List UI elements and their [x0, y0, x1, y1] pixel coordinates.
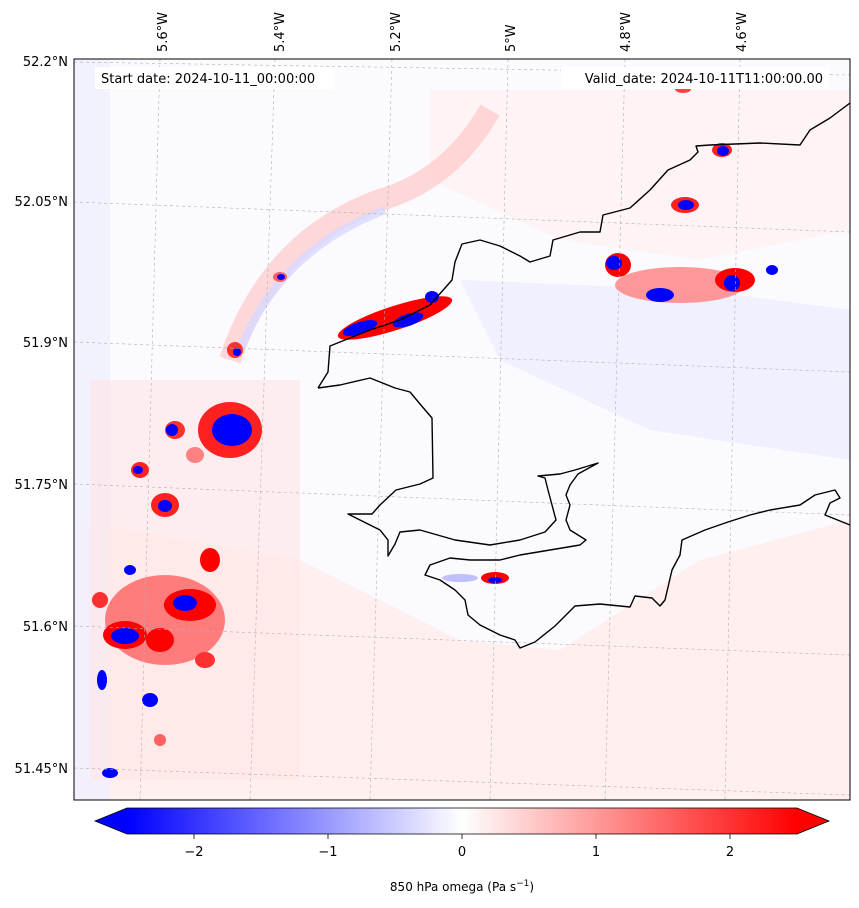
colorbar: −2 −1 0 1 2 850 hPa omega (Pa s−1) — [93, 807, 831, 894]
lon-label: 5.6°W — [156, 12, 171, 52]
lat-label: 51.45°N — [15, 762, 68, 777]
start-date-box: Start date: 2024-10-11_00:00:00 — [95, 67, 335, 89]
lat-label: 51.6°N — [23, 620, 68, 635]
colorbar-tick-label: −2 — [184, 845, 203, 860]
map-frame — [73, 58, 851, 801]
longitude-labels: 5.6°W 5.4°W 5.2°W 5°W 4.8°W 4.6°W — [156, 12, 750, 52]
lon-label: 4.8°W — [619, 12, 634, 52]
omega-convective-cells — [92, 85, 778, 778]
colorbar-gradient — [127, 808, 797, 834]
lat-label: 51.9°N — [23, 336, 68, 351]
colorbar-outline — [93, 807, 831, 835]
colorbar-tick-label: 2 — [726, 845, 734, 860]
lon-label: 4.6°W — [735, 12, 750, 52]
start-date-text: Start date: 2024-10-11_00:00:00 — [101, 72, 315, 87]
colorbar-tick-label: −1 — [318, 845, 337, 860]
lon-label: 5°W — [504, 24, 519, 52]
colorbar-tick-label: 0 — [458, 845, 466, 860]
map-panel — [74, 59, 850, 800]
omega-arc-band — [219, 104, 500, 364]
lon-label: 5.2°W — [389, 12, 404, 52]
omega-broad-field — [74, 59, 850, 800]
lon-label: 5.4°W — [273, 12, 288, 52]
lat-label: 51.75°N — [15, 478, 68, 493]
colorbar-tick-label: 1 — [592, 845, 600, 860]
valid-date-text: Valid_date: 2024-10-11T11:00:00.00 — [585, 72, 823, 87]
valid-date-box: Valid_date: 2024-10-11T11:00:00.00 — [561, 67, 829, 89]
lat-label: 52.2°N — [23, 55, 68, 70]
latitude-labels: 52.2°N 52.05°N 51.9°N 51.75°N 51.6°N 51.… — [15, 55, 68, 777]
lat-label: 52.05°N — [15, 195, 68, 210]
coastline — [317, 102, 850, 649]
colorbar-max-extend — [797, 808, 829, 834]
colorbar-label: 850 hPa omega (Pa s−1) — [390, 879, 534, 894]
colorbar-min-extend — [95, 808, 127, 834]
